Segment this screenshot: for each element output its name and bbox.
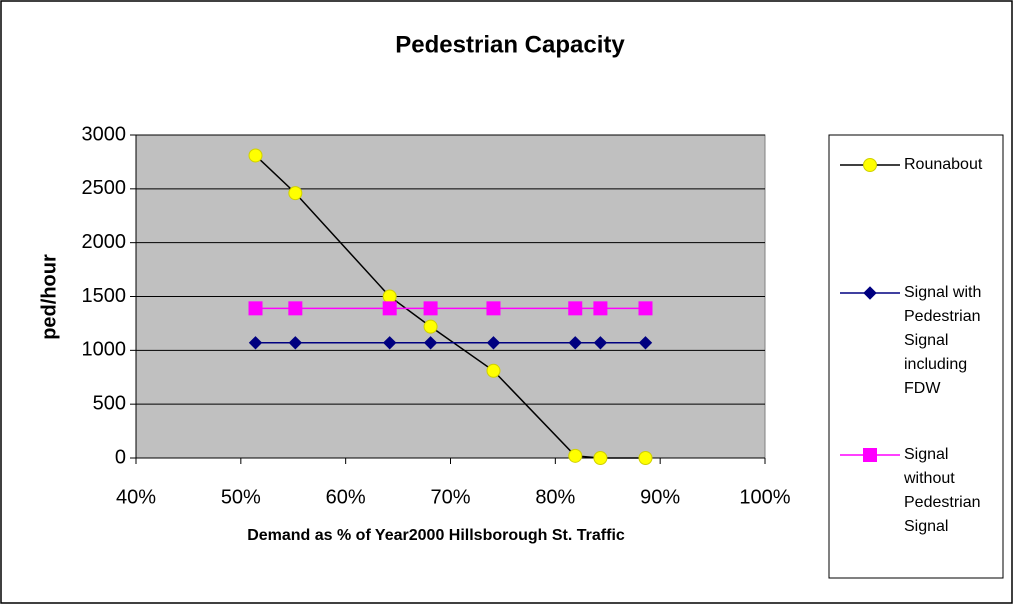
- chart-title: Pedestrian Capacity: [395, 31, 625, 58]
- data-point: [638, 451, 653, 465]
- data-point: [568, 301, 583, 316]
- x-axis-label: Demand as % of Year2000 Hillsborough St.…: [247, 527, 625, 544]
- x-tick-label: 60%: [326, 486, 366, 508]
- legend-label: Signal without Pedestrian Signal: [903, 446, 981, 535]
- y-tick-label: 2000: [82, 231, 127, 253]
- x-tick-label: 80%: [535, 486, 575, 508]
- legend-label: Signal with Pedestrian Signal including FDW: [904, 284, 981, 397]
- data-point: [423, 319, 438, 334]
- data-point: [593, 301, 608, 316]
- data-point: [248, 301, 263, 316]
- data-point: [593, 336, 608, 350]
- data-point: [638, 336, 653, 350]
- data-point: [382, 289, 397, 304]
- data-point: [423, 336, 438, 350]
- y-tick-label: 0: [115, 446, 126, 468]
- y-tick-label: 1500: [82, 285, 127, 307]
- y-tick-label: 500: [93, 392, 126, 414]
- x-tick-label: 100%: [739, 486, 790, 508]
- y-tick-label: 3000: [82, 123, 127, 145]
- y-tick-label: 2500: [82, 177, 127, 199]
- data-point: [288, 336, 303, 350]
- data-point: [382, 336, 397, 350]
- legend-marker: [863, 448, 877, 462]
- data-point: [288, 301, 303, 316]
- y-axis-label: ped/hour: [38, 254, 60, 340]
- y-tick-label: 1000: [82, 339, 127, 361]
- legend-marker: [863, 286, 877, 300]
- legend-box: [828, 134, 1004, 579]
- data-point: [486, 301, 501, 316]
- data-point: [568, 336, 582, 350]
- legend-label: Rounabout: [904, 156, 983, 173]
- x-tick-label: 70%: [430, 486, 470, 508]
- data-point: [288, 186, 303, 201]
- data-point: [638, 301, 653, 316]
- x-tick-label: 90%: [640, 486, 680, 508]
- x-tick-label: 50%: [221, 486, 261, 508]
- data-point: [486, 336, 501, 350]
- data-point: [382, 301, 397, 316]
- legend-marker: [863, 158, 877, 172]
- data-point: [423, 301, 438, 316]
- x-tick-label: 40%: [116, 486, 156, 508]
- data-point: [568, 448, 583, 463]
- data-point: [593, 451, 608, 465]
- data-point: [248, 336, 263, 350]
- data-point: [486, 363, 501, 378]
- data-point: [248, 148, 263, 163]
